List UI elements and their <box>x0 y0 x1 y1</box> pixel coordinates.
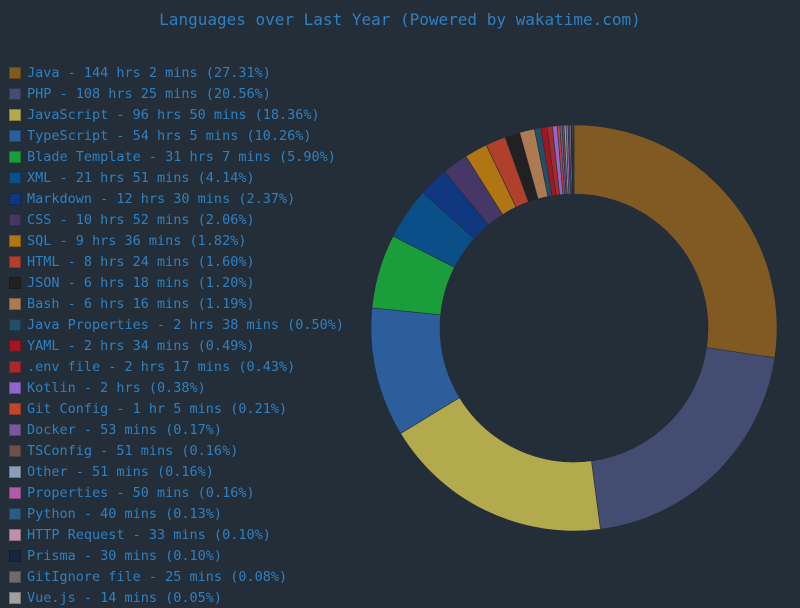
legend-label: Python - 40 mins (0.13%) <box>27 505 223 522</box>
legend-swatch <box>9 402 21 415</box>
donut-slice <box>591 347 776 530</box>
legend-item: CSS - 10 hrs 52 mins (2.06%) <box>9 209 344 230</box>
donut-slice <box>573 124 575 195</box>
legend-label: JSON - 6 hrs 18 mins (1.20%) <box>27 274 255 291</box>
legend-item: HTML - 8 hrs 24 mins (1.60%) <box>9 251 344 272</box>
legend-swatch <box>9 360 21 373</box>
legend-item: Git Config - 1 hr 5 mins (0.21%) <box>9 398 344 419</box>
legend-label: CSS - 10 hrs 52 mins (2.06%) <box>27 211 255 228</box>
legend-item: PHP - 108 hrs 25 mins (20.56%) <box>9 83 344 104</box>
legend-item: .env file - 2 hrs 17 mins (0.43%) <box>9 356 344 377</box>
legend-swatch <box>9 234 21 247</box>
legend-item: TSConfig - 51 mins (0.16%) <box>9 440 344 461</box>
legend-item: YAML - 2 hrs 34 mins (0.49%) <box>9 335 344 356</box>
legend-item: XML - 21 hrs 51 mins (4.14%) <box>9 167 344 188</box>
legend-label: Java - 144 hrs 2 mins (27.31%) <box>27 64 271 81</box>
legend-item: Other - 51 mins (0.16%) <box>9 461 344 482</box>
legend-label: Blade Template - 31 hrs 7 mins (5.90%) <box>27 148 336 165</box>
donut-slice <box>400 397 601 532</box>
legend-item: SQL - 9 hrs 36 mins (1.82%) <box>9 230 344 251</box>
legend-item: Python - 40 mins (0.13%) <box>9 503 344 524</box>
legend-label: TypeScript - 54 hrs 5 mins (10.26%) <box>27 127 312 144</box>
legend-swatch <box>9 276 21 289</box>
legend-label: Java Properties - 2 hrs 38 mins (0.50%) <box>27 316 344 333</box>
legend-label: TSConfig - 51 mins (0.16%) <box>27 442 239 459</box>
legend-item: HTTP Request - 33 mins (0.10%) <box>9 524 344 545</box>
legend-swatch <box>9 528 21 541</box>
legend-item: Markdown - 12 hrs 30 mins (2.37%) <box>9 188 344 209</box>
legend-item: Bash - 6 hrs 16 mins (1.19%) <box>9 293 344 314</box>
legend-swatch <box>9 381 21 394</box>
legend-swatch <box>9 150 21 163</box>
legend-swatch <box>9 339 21 352</box>
chart-legend: Java - 144 hrs 2 mins (27.31%) PHP - 108 … <box>9 62 344 608</box>
legend-swatch <box>9 192 21 205</box>
legend-swatch <box>9 255 21 268</box>
chart-title: Languages over Last Year (Powered by wak… <box>159 10 641 29</box>
legend-swatch <box>9 171 21 184</box>
legend-label: GitIgnore file - 25 mins (0.08%) <box>27 568 288 585</box>
legend-swatch <box>9 66 21 79</box>
donut-slice <box>573 124 778 359</box>
legend-label: SQL - 9 hrs 36 mins (1.82%) <box>27 232 247 249</box>
legend-item: JSON - 6 hrs 18 mins (1.20%) <box>9 272 344 293</box>
legend-label: YAML - 2 hrs 34 mins (0.49%) <box>27 337 255 354</box>
legend-item: Properties - 50 mins (0.16%) <box>9 482 344 503</box>
legend-swatch <box>9 129 21 142</box>
legend-swatch <box>9 87 21 100</box>
legend-item: JavaScript - 96 hrs 50 mins (18.36%) <box>9 104 344 125</box>
legend-swatch <box>9 507 21 520</box>
legend-label: .env file - 2 hrs 17 mins (0.43%) <box>27 358 296 375</box>
legend-swatch <box>9 297 21 310</box>
legend-label: Kotlin - 2 hrs (0.38%) <box>27 379 206 396</box>
legend-swatch <box>9 465 21 478</box>
legend-item: Docker - 53 mins (0.17%) <box>9 419 344 440</box>
legend-label: Git Config - 1 hr 5 mins (0.21%) <box>27 400 288 417</box>
legend-item: Blade Template - 31 hrs 7 mins (5.90%) <box>9 146 344 167</box>
legend-label: Other - 51 mins (0.16%) <box>27 463 214 480</box>
legend-swatch <box>9 444 21 457</box>
legend-swatch <box>9 423 21 436</box>
legend-swatch <box>9 318 21 331</box>
legend-label: HTML - 8 hrs 24 mins (1.60%) <box>27 253 255 270</box>
legend-label: Properties - 50 mins (0.16%) <box>27 484 255 501</box>
legend-label: HTTP Request - 33 mins (0.10%) <box>27 526 271 543</box>
legend-item: Java Properties - 2 hrs 38 mins (0.50%) <box>9 314 344 335</box>
legend-label: PHP - 108 hrs 25 mins (20.56%) <box>27 85 271 102</box>
legend-item: Kotlin - 2 hrs (0.38%) <box>9 377 344 398</box>
legend-item: GitIgnore file - 25 mins (0.08%) <box>9 566 344 587</box>
legend-swatch <box>9 213 21 226</box>
legend-swatch <box>9 486 21 499</box>
legend-swatch <box>9 549 21 562</box>
legend-item: Java - 144 hrs 2 mins (27.31%) <box>9 62 344 83</box>
legend-item: Prisma - 30 mins (0.10%) <box>9 545 344 566</box>
legend-label: Prisma - 30 mins (0.10%) <box>27 547 223 564</box>
legend-swatch <box>9 108 21 121</box>
legend-swatch <box>9 570 21 583</box>
legend-label: Markdown - 12 hrs 30 mins (2.37%) <box>27 190 296 207</box>
legend-label: XML - 21 hrs 51 mins (4.14%) <box>27 169 255 186</box>
legend-item: TypeScript - 54 hrs 5 mins (10.26%) <box>9 125 344 146</box>
legend-label: Docker - 53 mins (0.17%) <box>27 421 223 438</box>
legend-label: Bash - 6 hrs 16 mins (1.19%) <box>27 295 255 312</box>
legend-label: JavaScript - 96 hrs 50 mins (18.36%) <box>27 106 320 123</box>
